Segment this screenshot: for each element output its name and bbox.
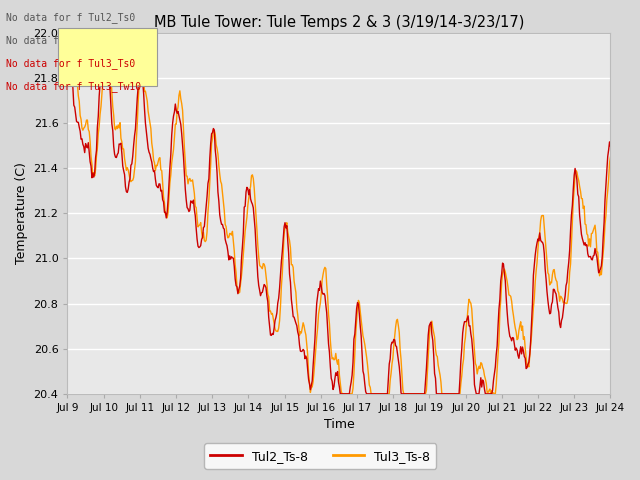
X-axis label: Time: Time (324, 419, 355, 432)
Text: No data for f Tul2_Tw10: No data for f Tul2_Tw10 (6, 35, 141, 46)
Y-axis label: Temperature (C): Temperature (C) (15, 162, 28, 264)
Text: No data for f Tul3_Ts0: No data for f Tul3_Ts0 (6, 58, 136, 69)
Legend: Tul2_Ts-8, Tul3_Ts-8: Tul2_Ts-8, Tul3_Ts-8 (204, 444, 436, 469)
Text: No data for f Tul2_Ts0: No data for f Tul2_Ts0 (6, 12, 136, 23)
Title: MB Tule Tower: Tule Temps 2 & 3 (3/19/14-3/23/17): MB Tule Tower: Tule Temps 2 & 3 (3/19/14… (154, 15, 524, 30)
Text: No data for f Tul3_Tw10: No data for f Tul3_Tw10 (6, 81, 141, 92)
